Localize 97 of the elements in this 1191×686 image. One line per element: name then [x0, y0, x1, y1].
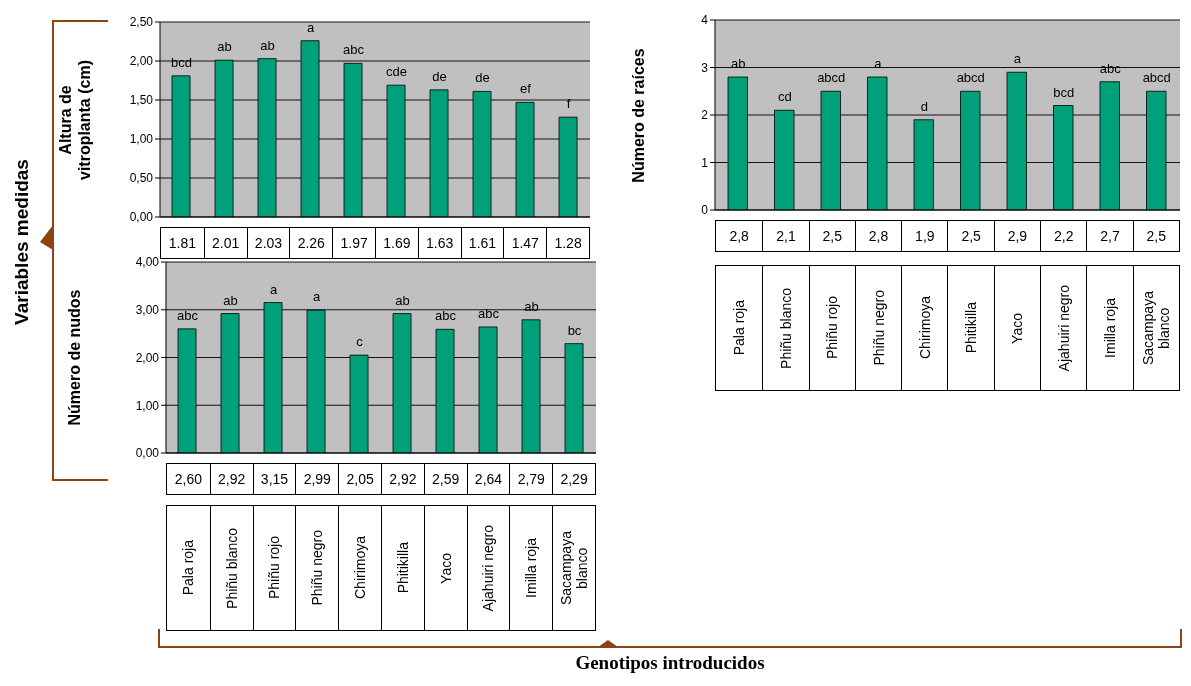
data-label: 2,60	[173, 470, 203, 489]
data-label: 2.03	[246, 228, 290, 258]
data-label: 2,5	[808, 221, 855, 251]
data-label: 1.28	[546, 228, 589, 258]
data-label: 2,92	[380, 464, 424, 494]
data-label: 1.69	[374, 228, 418, 258]
data-label: 2,64	[466, 464, 510, 494]
annotation: a	[1013, 51, 1022, 67]
x-tick-label: Imilla roja	[523, 538, 540, 598]
annotation: f	[566, 96, 571, 112]
x-tick-label: Phiñu rojo	[824, 296, 841, 360]
x-tick-label: Yaco	[1009, 312, 1026, 344]
x-tick-label: Phitikilla	[963, 302, 980, 354]
x-tick-label: Phiñu rojo	[266, 536, 283, 600]
x-tick-label: Chirimoya	[352, 536, 369, 600]
data-label: 2,2	[1040, 221, 1087, 251]
x-tick-label: Chirimoya	[916, 296, 933, 360]
annotation: ab	[223, 292, 238, 308]
x-axis-title: Genotipos introducidos	[574, 652, 766, 674]
y-tick-label: 0,00	[129, 210, 154, 225]
data-label: 1.63	[417, 228, 461, 258]
annotation: cd	[777, 89, 792, 105]
annotation: a	[269, 281, 278, 297]
data-label: 2,1	[762, 221, 809, 251]
annotation: d	[920, 98, 928, 114]
data-label: 2,5	[1132, 221, 1179, 251]
annotation: a	[306, 19, 315, 35]
data-label: 3,15	[252, 464, 296, 494]
data-label: 2,79	[509, 464, 553, 494]
annotation: abc	[177, 307, 199, 323]
x-tick-label: Ajahuiri negro	[480, 524, 497, 612]
annotation: de	[475, 70, 490, 86]
y-tick-label: 3,00	[135, 303, 160, 318]
x-tick-label: Pala roja	[731, 300, 748, 356]
x-tick-label: Phiñu negro	[309, 530, 326, 606]
data-label: 2,8	[728, 227, 750, 246]
x-tick-label: Pala roja	[180, 540, 197, 596]
annotation: ef	[520, 81, 532, 97]
y-tick-label: 0	[701, 203, 709, 218]
data-label: 2,05	[338, 464, 381, 494]
data-label: 2.01	[203, 228, 247, 258]
y-axis-title: Número de nudos	[65, 289, 83, 426]
annotation: abc	[343, 42, 365, 58]
x-tick-label: Phiñu blanco	[223, 527, 240, 609]
annotation: abc	[435, 308, 457, 324]
annotation: cde	[386, 64, 407, 80]
data-label: 1,9	[901, 221, 948, 251]
y-tick-label: 4	[701, 13, 709, 28]
data-label: 1.47	[503, 228, 547, 258]
annotation: ab	[217, 39, 232, 55]
x-tick-label: Phitikilla	[394, 542, 411, 594]
annotation: de	[432, 68, 447, 84]
annotation: bc	[567, 322, 582, 338]
x-tick-label: Phiñu negro	[870, 290, 887, 366]
y-tick-label: 0,50	[129, 171, 154, 186]
data-label: 2,29	[552, 464, 595, 494]
x-tick-label: Sacampaya blanco	[1140, 290, 1173, 367]
y-axis-title: Altura de vitroplanta (cm)	[55, 58, 93, 182]
data-label: 1.81	[167, 234, 197, 253]
y-tick-label: 0,00	[135, 446, 160, 461]
annotation: abcd	[817, 70, 846, 86]
data-label: 2,8	[854, 221, 902, 251]
data-label: 2,59	[423, 464, 467, 494]
x-tick-label: Imilla roja	[1102, 298, 1119, 358]
data-label: 2,9	[993, 221, 1041, 251]
y-axis-title: Número de raíces	[629, 47, 647, 183]
annotation: abc	[478, 305, 500, 321]
data-label: 2,99	[295, 464, 339, 494]
y-tick-label: 2,00	[135, 350, 160, 365]
annotation: abcd	[956, 70, 985, 86]
y-tick-label: 4,00	[135, 255, 160, 270]
x-tick-label: Phiñu blanco	[777, 287, 794, 369]
y-tick-label: 3	[701, 60, 709, 75]
data-label: 2,92	[209, 464, 253, 494]
data-label: 2,7	[1086, 221, 1133, 251]
data-label: 1.97	[332, 228, 375, 258]
y-tick-label: 2,00	[129, 54, 154, 69]
annotation: bcd	[1053, 84, 1075, 100]
y-tick-label: 1	[701, 155, 709, 170]
y-tick-label: 1,00	[129, 132, 154, 147]
annotation: abcd	[1142, 70, 1171, 86]
x-tick-label: Yaco	[437, 552, 454, 584]
data-label: 2,5	[947, 221, 994, 251]
annotation: ab	[260, 37, 275, 53]
data-label: 2.26	[289, 228, 333, 258]
annotation: bcd	[171, 54, 192, 70]
annotation: a	[312, 289, 321, 305]
y-tick-label: 2	[701, 108, 709, 123]
annotation: c	[356, 334, 364, 350]
y-tick-label: 1,00	[135, 398, 160, 413]
data-label: 1.61	[460, 228, 504, 258]
y-tick-label: 1,50	[129, 93, 154, 108]
x-tick-label: Sacampaya blanco	[558, 530, 591, 607]
text: Variables medidas	[11, 159, 33, 325]
annotation: ab	[395, 292, 410, 308]
y-tick-label: 2,50	[129, 15, 154, 30]
x-tick-label: Ajahuiri negro	[1055, 284, 1072, 372]
